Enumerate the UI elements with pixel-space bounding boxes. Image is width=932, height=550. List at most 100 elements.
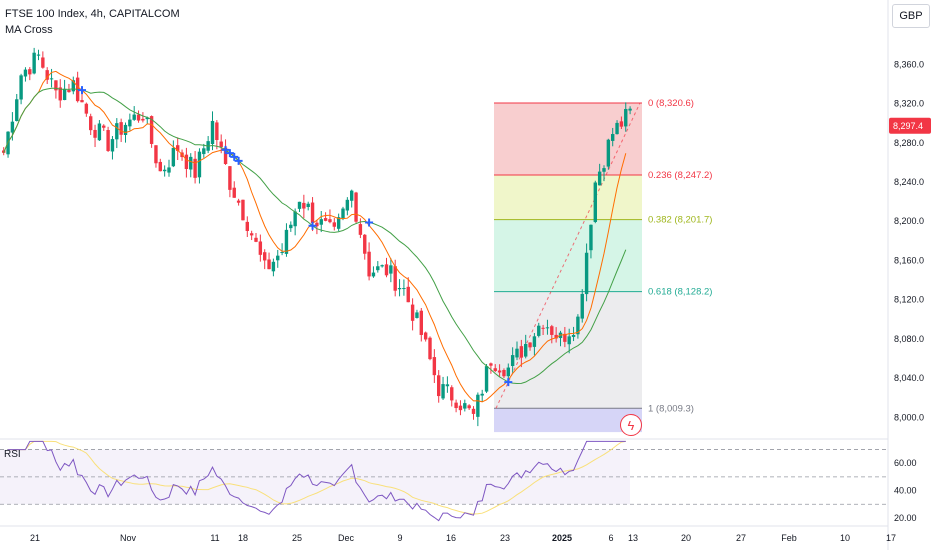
candle-body [506, 367, 510, 377]
candle-body [563, 333, 567, 342]
candle-body [441, 384, 445, 399]
candle-body [154, 145, 158, 164]
candle-body [628, 108, 632, 111]
candle-body [432, 357, 437, 376]
fast-ma-line [3, 70, 627, 403]
candle-body [519, 346, 524, 358]
time-tick-label: 16 [446, 533, 456, 543]
candle-body [476, 394, 480, 417]
candle-body [267, 259, 271, 270]
ma-cross-marker [308, 221, 317, 230]
price-tick-label: 8,160.0 [894, 255, 924, 265]
candle-body [276, 255, 280, 261]
candle-body [389, 265, 393, 274]
time-tick-label: Dec [338, 533, 355, 543]
candle-body [71, 80, 75, 92]
candle-body [489, 363, 493, 366]
candle-body [254, 237, 258, 242]
ma-cross-marker [234, 156, 243, 165]
candle-body [328, 219, 332, 223]
price-tick-label: 8,280.0 [894, 138, 924, 148]
time-tick-label: 21 [30, 533, 40, 543]
time-tick-label: Nov [120, 533, 137, 543]
candle-body [219, 141, 223, 148]
rsi-ma-line [8, 440, 626, 515]
fib-zone [494, 102, 642, 175]
candle-body [141, 118, 145, 121]
indicator-label[interactable]: MA Cross [5, 24, 53, 36]
candle-body [289, 224, 293, 229]
price-tick-label: 8,360.0 [894, 59, 924, 69]
currency-button[interactable]: GBP [892, 4, 930, 28]
time-tick-label: 25 [292, 533, 302, 543]
ma-cross-marker [230, 152, 239, 161]
candle-body [415, 312, 419, 318]
fib-level-label: 0.618 (8,128.2) [648, 287, 712, 298]
candle-body [376, 266, 380, 271]
candle-body [502, 369, 506, 377]
time-tick-label: 13 [628, 533, 638, 543]
time-tick-label: 9 [397, 533, 402, 543]
candle-body [149, 116, 154, 144]
candle-body [615, 122, 619, 135]
candle-body [102, 125, 106, 128]
candle-body [32, 52, 36, 74]
candle-body [89, 116, 93, 131]
flash-icon[interactable]: ϟ [620, 414, 642, 436]
rsi-line [8, 440, 626, 522]
candle-body [297, 201, 302, 209]
price-tick-label: 8,240.0 [894, 177, 924, 187]
candle-body [545, 327, 550, 329]
candle-body [58, 87, 62, 101]
candle-body [241, 199, 245, 221]
candle-body [97, 123, 102, 141]
candle-body [189, 156, 193, 170]
candle-body [36, 54, 41, 56]
candle-body [62, 88, 67, 101]
candle-body [49, 78, 54, 80]
price-tick-label: 8,200.0 [894, 216, 924, 226]
candle-body [145, 117, 149, 120]
time-tick-label: 2025 [552, 533, 572, 543]
candle-body [223, 147, 228, 165]
candle-body [350, 190, 354, 201]
candle-body [480, 393, 484, 396]
candle-body [467, 405, 471, 409]
candle-body [358, 224, 363, 235]
fib-level-label: 0.382 (8,201.7) [648, 215, 712, 226]
candle-body [606, 139, 611, 167]
candle-body [176, 145, 180, 151]
candle-body [119, 122, 123, 135]
candle-body [584, 252, 589, 295]
candle-body [445, 384, 450, 387]
time-tick-label: 11 [210, 533, 219, 543]
candle-body [106, 130, 110, 151]
candle-body [28, 69, 32, 75]
candle-body [45, 70, 49, 80]
time-axis: 21 Nov 11 18 25 Dec 9 16 23 2025 6 13 20 27 Feb 10 17 [0, 525, 896, 543]
candle-body [410, 304, 415, 321]
candle-body [123, 124, 128, 135]
candle-body [202, 148, 206, 155]
candle-body [158, 161, 162, 172]
rsi-tick-label: 20.00 [894, 513, 917, 523]
candle-body [593, 182, 597, 222]
rsi-label[interactable]: RSI [4, 449, 21, 460]
candle-body [167, 167, 171, 173]
candle-body [458, 405, 463, 411]
candle-body [184, 154, 189, 170]
time-tick-label: 20 [681, 533, 691, 543]
candle-body [571, 334, 576, 337]
candle-body [402, 288, 406, 290]
candle-body [463, 403, 467, 409]
candle-body [41, 57, 45, 68]
candle-body [310, 202, 315, 224]
candle-body [23, 69, 28, 77]
fib-level-label: 0.236 (8,247.2) [648, 170, 712, 181]
candle-body [19, 75, 23, 100]
candle-body [406, 286, 410, 303]
time-tick-label: 23 [500, 533, 510, 543]
candle-body [319, 219, 323, 225]
candle-body [576, 316, 580, 335]
